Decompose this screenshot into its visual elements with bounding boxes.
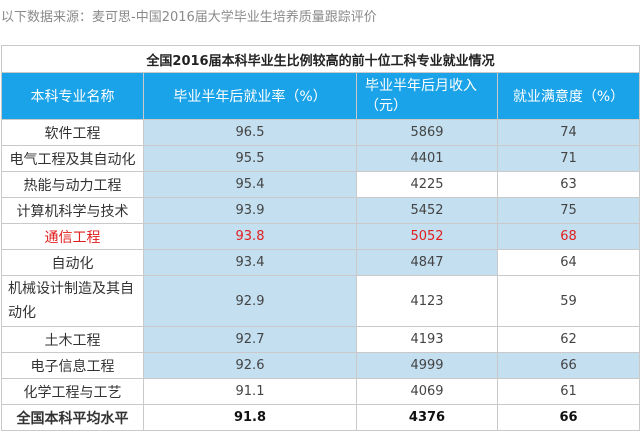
cell-employment-rate: 95.5 bbox=[143, 145, 357, 172]
cell-income: 4225 bbox=[356, 171, 498, 198]
cell-income: 4193 bbox=[356, 326, 498, 353]
cell-satisfaction: 64 bbox=[497, 249, 640, 276]
cell-major: 通信工程 bbox=[1, 223, 144, 250]
cell-major: 土木工程 bbox=[1, 326, 144, 353]
table-row: 电子信息工程 92.6 4999 66 bbox=[1, 352, 640, 379]
cell-satisfaction: 66 bbox=[497, 404, 640, 431]
table-row: 软件工程 96.5 5869 74 bbox=[1, 119, 640, 146]
cell-employment-rate: 93.8 bbox=[143, 223, 357, 250]
cell-employment-rate: 92.7 bbox=[143, 326, 357, 353]
table-row: 机械设计制造及其自动化 92.9 4123 59 bbox=[1, 275, 640, 327]
cell-income: 5869 bbox=[356, 119, 498, 146]
cell-satisfaction: 68 bbox=[497, 223, 640, 250]
table-row: 化学工程与工艺 91.1 4069 61 bbox=[1, 378, 640, 405]
cell-income: 4999 bbox=[356, 352, 498, 379]
cell-income: 4847 bbox=[356, 249, 498, 276]
cell-employment-rate: 92.9 bbox=[143, 275, 357, 327]
cell-income: 5452 bbox=[356, 197, 498, 224]
table-header-row: 本科专业名称 毕业半年后就业率（%） 毕业半年后月收入（元） 就业满意度（%） bbox=[1, 72, 640, 120]
cell-satisfaction: 75 bbox=[497, 197, 640, 224]
cell-income: 4069 bbox=[356, 378, 498, 405]
header-income: 毕业半年后月收入（元） bbox=[356, 72, 498, 120]
cell-major: 计算机科学与技术 bbox=[1, 197, 144, 224]
cell-income: 4123 bbox=[356, 275, 498, 327]
cell-employment-rate: 91.1 bbox=[143, 378, 357, 405]
header-satisfaction: 就业满意度（%） bbox=[497, 72, 640, 120]
employment-table: 全国2016届本科毕业生比例较高的前十位工科专业就业情况 本科专业名称 毕业半年… bbox=[1, 45, 640, 431]
table-title-row: 全国2016届本科毕业生比例较高的前十位工科专业就业情况 bbox=[1, 45, 640, 73]
header-employment-rate: 毕业半年后就业率（%） bbox=[143, 72, 357, 120]
cell-employment-rate: 93.4 bbox=[143, 249, 357, 276]
cell-employment-rate: 91.8 bbox=[143, 404, 357, 431]
table-title: 全国2016届本科毕业生比例较高的前十位工科专业就业情况 bbox=[1, 45, 640, 73]
table-row: 电气工程及其自动化 95.5 4401 71 bbox=[1, 145, 640, 172]
cell-satisfaction: 63 bbox=[497, 171, 640, 198]
average-row: 全国本科平均水平 91.8 4376 66 bbox=[1, 404, 640, 431]
cell-income: 4376 bbox=[356, 404, 498, 431]
table-row: 热能与动力工程 95.4 4225 63 bbox=[1, 171, 640, 198]
cell-major: 软件工程 bbox=[1, 119, 144, 146]
cell-satisfaction: 66 bbox=[497, 352, 640, 379]
cell-major: 电气工程及其自动化 bbox=[1, 145, 144, 172]
table-row: 计算机科学与技术 93.9 5452 75 bbox=[1, 197, 640, 224]
cell-major: 电子信息工程 bbox=[1, 352, 144, 379]
cell-major: 机械设计制造及其自动化 bbox=[1, 275, 144, 327]
cell-major: 热能与动力工程 bbox=[1, 171, 144, 198]
cell-satisfaction: 61 bbox=[497, 378, 640, 405]
source-note: 以下数据来源：麦可思-中国2016届大学毕业生培养质量跟踪评价 bbox=[1, 10, 377, 25]
cell-employment-rate: 96.5 bbox=[143, 119, 357, 146]
cell-satisfaction: 71 bbox=[497, 145, 640, 172]
cell-satisfaction: 74 bbox=[497, 119, 640, 146]
cell-major: 化学工程与工艺 bbox=[1, 378, 144, 405]
cell-major: 全国本科平均水平 bbox=[1, 404, 144, 431]
table-row: 自动化 93.4 4847 64 bbox=[1, 249, 640, 276]
table-row: 土木工程 92.7 4193 62 bbox=[1, 326, 640, 353]
cell-satisfaction: 62 bbox=[497, 326, 640, 353]
cell-income: 5052 bbox=[356, 223, 498, 250]
header-major: 本科专业名称 bbox=[1, 72, 144, 120]
cell-income: 4401 bbox=[356, 145, 498, 172]
table-row: 通信工程 93.8 5052 68 bbox=[1, 223, 640, 250]
cell-employment-rate: 92.6 bbox=[143, 352, 357, 379]
cell-satisfaction: 59 bbox=[497, 275, 640, 327]
cell-employment-rate: 93.9 bbox=[143, 197, 357, 224]
cell-employment-rate: 95.4 bbox=[143, 171, 357, 198]
cell-major: 自动化 bbox=[1, 249, 144, 276]
